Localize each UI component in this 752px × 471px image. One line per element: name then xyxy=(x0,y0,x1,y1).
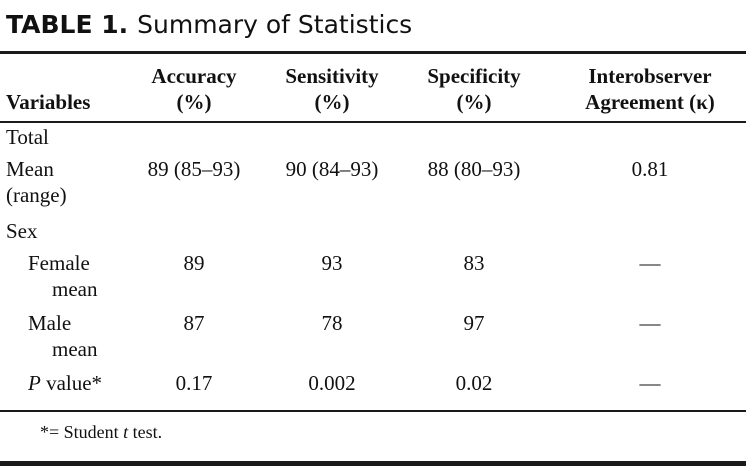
row-male-specificity: 97 xyxy=(463,311,485,335)
bottom-rule xyxy=(0,461,746,466)
row-male-label: Male mean xyxy=(28,311,98,361)
row-pvalue-specificity: 0.02 xyxy=(455,371,493,395)
header-agreement: Interobserver Agreement (κ) xyxy=(585,64,715,114)
row-pvalue-accuracy: 0.17 xyxy=(175,371,213,395)
footer-rule xyxy=(0,410,746,412)
header-rule xyxy=(0,121,746,123)
row-pvalue-label: P value* xyxy=(28,371,103,395)
table-title: TABLE 1. Summary of Statistics xyxy=(6,10,412,40)
header-variables: Variables xyxy=(6,90,91,114)
table-title-text: Summary of Statistics xyxy=(137,10,413,39)
row-mean-specificity: 88 (80–93) xyxy=(427,157,521,181)
row-male-agreement: — xyxy=(639,311,661,335)
row-male-sensitivity: 78 xyxy=(321,311,343,335)
table-label: TABLE 1. xyxy=(6,10,129,39)
header-specificity: Specificity (%) xyxy=(427,64,521,114)
row-female-accuracy: 89 xyxy=(183,251,205,275)
row-female-label: Female mean xyxy=(28,251,98,301)
top-rule xyxy=(0,51,746,54)
row-pvalue-agreement: — xyxy=(639,371,661,395)
row-female-sensitivity: 93 xyxy=(321,251,343,275)
row-total-label: Total xyxy=(6,125,49,149)
row-mean-sensitivity: 90 (84–93) xyxy=(285,157,379,181)
table-footnote: *= Student t test. xyxy=(40,422,163,442)
header-accuracy: Accuracy (%) xyxy=(151,64,237,114)
header-sensitivity: Sensitivity (%) xyxy=(285,64,379,114)
row-pvalue-sensitivity: 0.002 xyxy=(308,371,356,395)
row-female-agreement: — xyxy=(639,251,661,275)
row-sex-label: Sex xyxy=(6,219,38,243)
row-female-specificity: 83 xyxy=(463,251,485,275)
row-male-accuracy: 87 xyxy=(183,311,205,335)
row-mean-agreement: 0.81 xyxy=(631,157,669,181)
row-mean-label: Mean (range) xyxy=(6,157,67,207)
row-mean-accuracy: 89 (85–93) xyxy=(147,157,241,181)
